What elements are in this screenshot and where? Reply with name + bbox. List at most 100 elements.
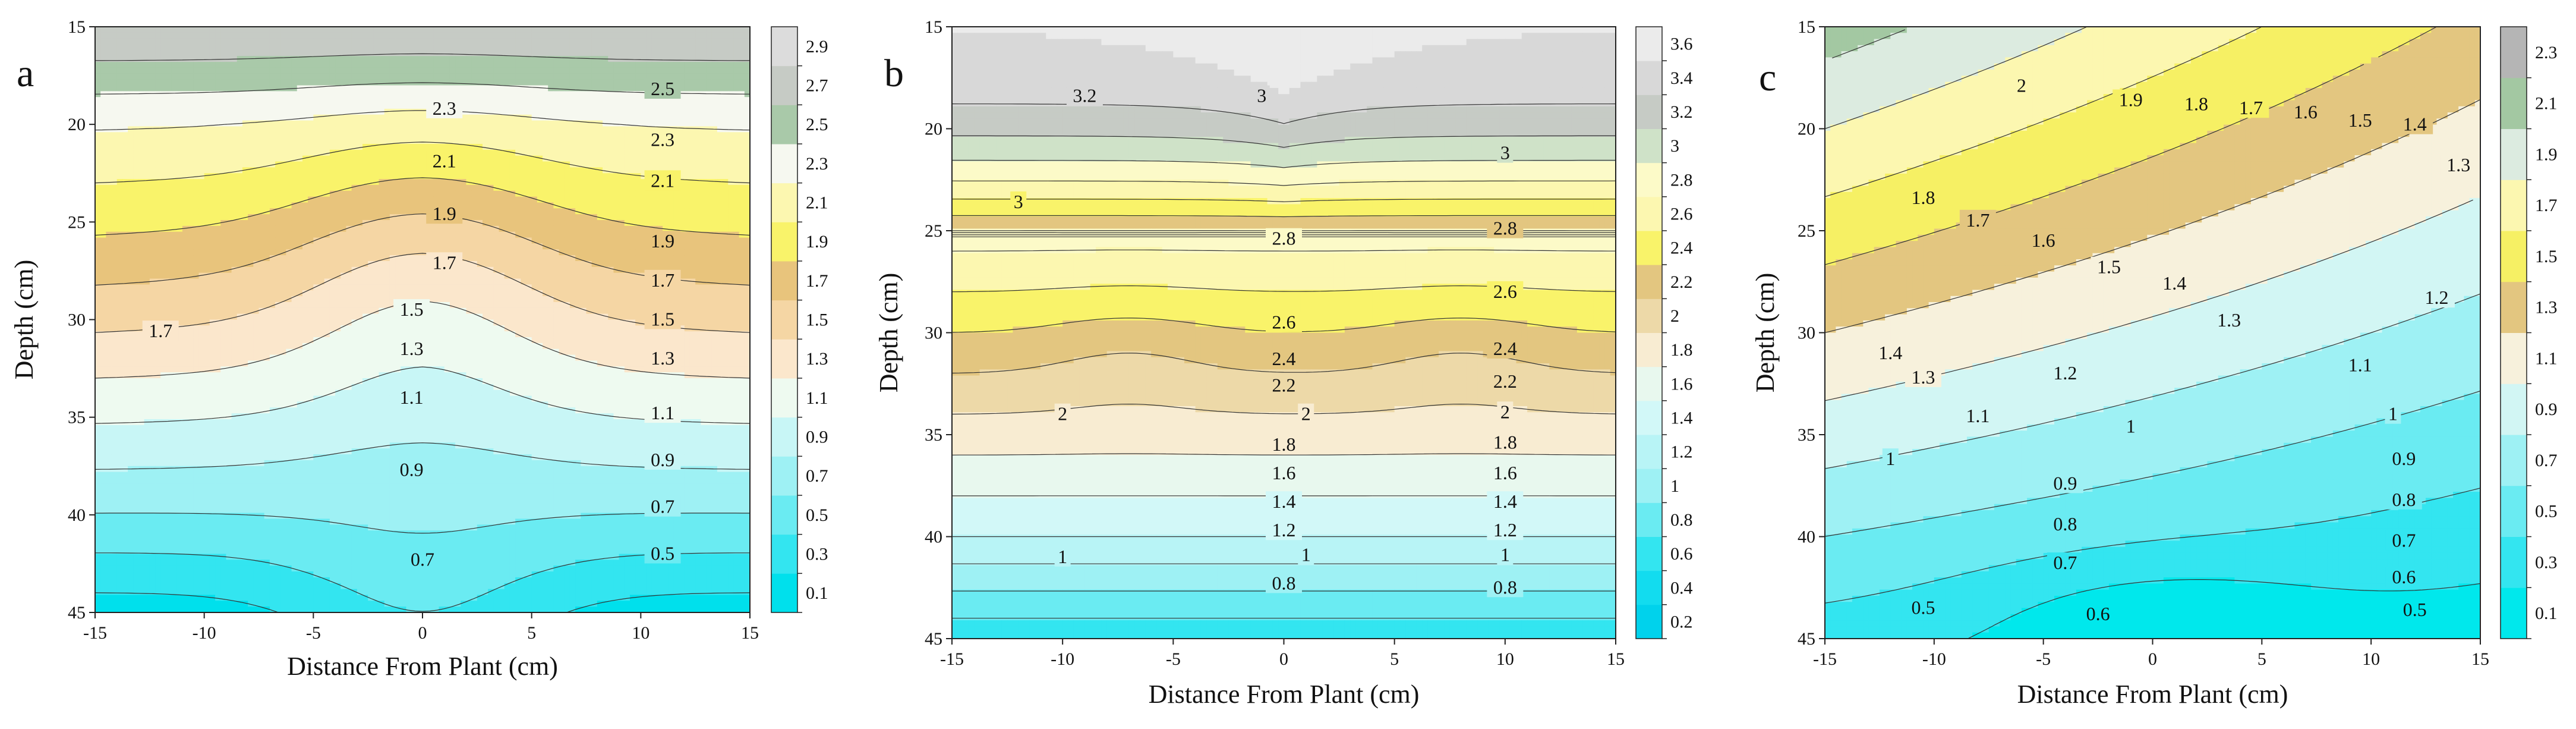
contour-cell (466, 126, 472, 133)
contour-cell (603, 161, 608, 168)
contour-cell (509, 79, 516, 86)
contour-cell (521, 255, 527, 262)
contour-cell (182, 85, 188, 92)
contour-cell (193, 149, 200, 156)
contour-cell (553, 56, 560, 62)
contour-cell (215, 38, 221, 45)
contour-cell (629, 149, 636, 156)
contour-cell (226, 132, 232, 139)
contour-cell (384, 190, 390, 197)
contour-cell (329, 144, 336, 150)
contour-cell (603, 67, 608, 74)
contour-cell (106, 85, 112, 92)
contour-cell (701, 243, 707, 250)
contour-cell (684, 91, 690, 98)
contour-cell (499, 144, 505, 150)
contour-cell (215, 108, 221, 115)
contour-cell (258, 161, 265, 168)
contour-cell (226, 243, 232, 250)
contour-cell (258, 56, 265, 62)
contour-cell (728, 132, 734, 139)
contour-cell (684, 255, 690, 262)
contour-cell (515, 108, 521, 115)
contour-cell (679, 190, 685, 197)
contour-cell (160, 220, 167, 227)
contour-cell (116, 196, 123, 203)
contour-cell (362, 126, 368, 133)
contour-cell (739, 255, 745, 262)
contour-cell (286, 184, 292, 191)
contour-cell (319, 220, 325, 227)
contour-cell (504, 149, 510, 156)
contour-cell (586, 132, 592, 139)
contour-cell (384, 214, 390, 221)
contour-cell (531, 202, 538, 209)
contour-cell (744, 202, 751, 209)
contour-cell (461, 173, 467, 180)
contour-cell (395, 62, 401, 68)
contour-cell (389, 237, 396, 244)
contour-cell (100, 85, 107, 92)
contour-cell (439, 179, 445, 186)
contour-cell (406, 56, 412, 62)
contour-cell (291, 103, 298, 109)
contour-cell (466, 38, 472, 45)
contour-cell (253, 138, 260, 144)
contour-cell (684, 120, 690, 127)
contour-cell (635, 149, 642, 156)
contour-cell (586, 97, 592, 103)
contour-cell (624, 73, 630, 80)
contour-cell (116, 155, 123, 162)
contour-cell (493, 155, 500, 162)
contour-cell (624, 179, 630, 186)
contour-cell (291, 202, 298, 209)
contour-cell (684, 190, 690, 197)
contour-cell (603, 79, 608, 86)
contour-cell (608, 261, 614, 268)
contour-cell (100, 261, 107, 268)
contour-cell (706, 225, 712, 232)
contour-cell (286, 155, 292, 162)
contour-cell (155, 32, 161, 39)
contour-cell (591, 243, 598, 250)
contour-cell (553, 62, 560, 68)
contour-cell (673, 214, 680, 221)
contour-cell (264, 225, 270, 232)
contour-cell (591, 73, 598, 80)
contour-cell (439, 91, 445, 98)
contour-cell (237, 138, 243, 144)
contour-cell (569, 255, 576, 262)
contour-cell (280, 231, 287, 238)
contour-cell (258, 91, 265, 98)
contour-cell (242, 56, 248, 62)
contour-cell (739, 120, 745, 127)
contour-cell (663, 38, 669, 45)
contour-cell (461, 73, 467, 80)
contour-cell (242, 38, 248, 45)
contour-cell (471, 225, 478, 232)
contour-cell (613, 196, 620, 203)
contour-cell (504, 56, 510, 62)
contour-cell (641, 261, 647, 268)
contour-cell (733, 50, 740, 56)
contour-cell (128, 155, 134, 162)
contour-cell (193, 202, 200, 209)
contour-cell (302, 173, 308, 180)
contour-cell (733, 97, 740, 103)
contour-cell (515, 249, 521, 256)
contour-cell (286, 266, 292, 274)
contour-cell (624, 132, 630, 139)
contour-cell (106, 62, 112, 68)
contour-cell (231, 161, 238, 168)
contour-cell (701, 114, 707, 121)
contour-cell (509, 190, 516, 197)
contour-cell (537, 97, 543, 103)
contour-cell (193, 120, 200, 127)
contour-cell (428, 190, 434, 197)
contour-cell (373, 255, 380, 262)
contour-cell (248, 266, 254, 274)
contour-cell (641, 155, 647, 162)
contour-cell (209, 220, 216, 227)
contour-cell (95, 243, 101, 250)
contour-cell (275, 255, 281, 262)
